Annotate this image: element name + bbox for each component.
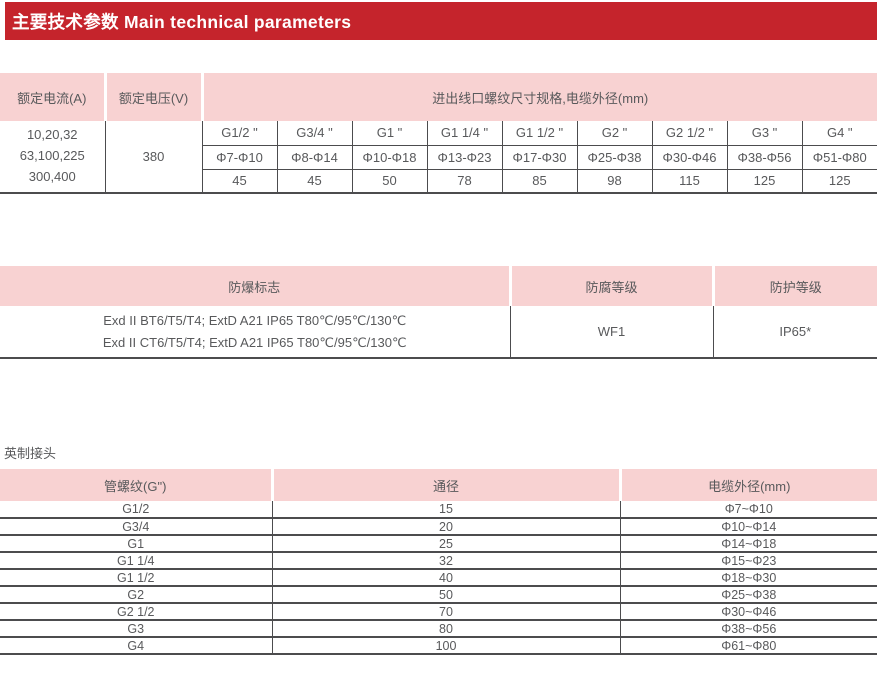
cable-od-cell: Φ13-Φ23 [426,144,503,170]
bore-cell: 20 [271,517,621,536]
table-row: G1 1/2 40 Φ18~Φ30 [0,568,877,587]
table-row: G2 1/2 70 Φ30~Φ46 [0,602,877,621]
bore-cell: 15 [271,501,621,519]
bore-cell: 100 [271,636,621,655]
table-row: G1/2 15 Φ7~Φ10 [0,501,877,519]
table-row: G1 1/4 32 Φ15~Φ23 [0,551,877,570]
dimension-cell: 45 [201,168,278,194]
bore-cell: 80 [271,619,621,638]
dimension-cell: 125 [726,168,803,194]
cable-od-cell: Φ25-Φ38 [576,144,653,170]
section-title: 主要技术参数 Main technical parameters [12,11,352,32]
pipe-thread-cell: G2 1/2 [0,602,273,621]
cable-od-cell: Φ18~Φ30 [619,568,877,587]
thread-size-cell: G3 " [726,121,803,146]
pipe-thread-cell: G3 [0,619,273,638]
table-row: G4 100 Φ61~Φ80 [0,636,877,655]
corrosion-grade-value-cell: WF1 [509,306,714,359]
rated-current-line: 10,20,32 [26,127,78,143]
ratings-value-row: Exd II BT6/T5/T4; ExtD A21 IP65 T80℃/95℃… [0,306,877,359]
pipe-thread-cell: G2 [0,585,273,604]
dimension-cell: 125 [801,168,877,194]
main-table-header-row: 额定电流(A) 额定电压(V) 进出线口螺纹尺寸规格,电缆外径(mm) [0,73,877,121]
bore-cell: 50 [271,585,621,604]
ex-mark-header: 防爆标志 [0,266,512,306]
rated-current-line: 63,100,225 [19,148,85,164]
corrosion-grade-header: 防腐等级 [510,266,715,306]
dimension-cell: 98 [576,168,653,194]
imperial-header-row: 管螺纹(G") 通径 电缆外径(mm) [0,469,877,501]
cable-od-cell: Φ61~Φ80 [619,636,877,655]
thread-size-cell: G1 1/2 " [501,121,578,146]
thread-size-cell: G4 " [801,121,877,146]
cable-od-cell: Φ10~Φ14 [619,517,877,536]
pipe-thread-cell: G4 [0,636,273,655]
dimension-cell: 45 [276,168,353,194]
ex-mark-line: Exd II BT6/T5/T4; ExtD A21 IP65 T80℃/95℃… [103,313,407,329]
protection-grade-value-cell: IP65* [712,306,877,359]
table-row: G3 80 Φ38~Φ56 [0,619,877,638]
dimension-row: 45 45 50 78 85 98 115 125 125 [0,168,877,194]
cable-od-cell: Φ17-Φ30 [501,144,578,170]
cable-od-cell: Φ7-Φ10 [201,144,278,170]
cable-od-cell: Φ30-Φ46 [651,144,728,170]
dimension-cell: 50 [351,168,428,194]
bore-header: 通径 [272,469,622,501]
protection-grade-header: 防护等级 [713,266,877,306]
cable-od-cell: Φ15~Φ23 [619,551,877,570]
rated-current-line: 300,400 [28,168,76,184]
thread-size-cell: G1/2 " [201,121,278,146]
cable-od-cell: Φ14~Φ18 [619,534,877,553]
section-title-bar: 主要技术参数 Main technical parameters [5,2,877,40]
ratings-table: 防爆标志 防腐等级 防护等级 Exd II BT6/T5/T4; ExtD A2… [0,266,877,359]
dimension-cell: 85 [501,168,578,194]
cable-od-row: Φ7-Φ10 Φ8-Φ14 Φ10-Φ18 Φ13-Φ23 Φ17-Φ30 Φ2… [0,144,877,170]
pipe-thread-cell: G1 1/4 [0,551,273,570]
thread-size-cell: G2 1/2 " [651,121,728,146]
cable-od-header: 电缆外径(mm) [620,469,877,501]
thread-size-cell: G1 1/4 " [426,121,503,146]
dimension-cell: 78 [426,168,503,194]
bore-cell: 25 [271,534,621,553]
imperial-section-label: 英制接头 [4,446,57,461]
thread-size-cell: G2 " [576,121,653,146]
main-parameters-table: 额定电流(A) 额定电压(V) 进出线口螺纹尺寸规格,电缆外径(mm) 10,2… [0,73,877,194]
cable-od-cell: Φ7~Φ10 [619,501,877,519]
cable-od-cell: Φ8-Φ14 [276,144,353,170]
bore-cell: 40 [271,568,621,587]
cable-od-cell: Φ38-Φ56 [726,144,803,170]
imperial-connectors-table: 管螺纹(G") 通径 电缆外径(mm) G1/2 15 Φ7~Φ10 G3/4 … [0,469,877,655]
bore-cell: 32 [271,551,621,570]
pipe-thread-cell: G1 [0,534,273,553]
bore-cell: 70 [271,602,621,621]
cable-od-cell: Φ25~Φ38 [619,585,877,604]
cable-od-cell: Φ10-Φ18 [351,144,428,170]
rated-current-values-cell: 10,20,32 63,100,225 300,400 [0,121,106,194]
table-row: G2 50 Φ25~Φ38 [0,585,877,604]
rated-voltage-value-cell: 380 [104,121,203,194]
cable-od-cell: Φ38~Φ56 [619,619,877,638]
ex-mark-value-cell: Exd II BT6/T5/T4; ExtD A21 IP65 T80℃/95℃… [0,306,511,359]
ex-mark-line: Exd II CT6/T5/T4; ExtD A21 IP65 T80℃/95℃… [102,334,407,350]
ratings-header-row: 防爆标志 防腐等级 防护等级 [0,266,877,306]
rated-voltage-header: 额定电压(V) [105,73,204,121]
thread-size-cell: G3/4 " [276,121,353,146]
thread-size-cell: G1 " [351,121,428,146]
pipe-thread-cell: G3/4 [0,517,273,536]
pipe-thread-header: 管螺纹(G") [0,469,274,501]
dimension-cell: 115 [651,168,728,194]
pipe-thread-cell: G1 1/2 [0,568,273,587]
cable-od-cell: Φ51-Φ80 [801,144,877,170]
table-row: G1 25 Φ14~Φ18 [0,534,877,553]
rated-current-header: 额定电流(A) [0,73,107,121]
thread-spec-header: 进出线口螺纹尺寸规格,电缆外径(mm) [202,73,877,121]
table-row: G3/4 20 Φ10~Φ14 [0,517,877,536]
cable-od-cell: Φ30~Φ46 [619,602,877,621]
thread-size-row: 10,20,32 63,100,225 300,400 380 G1/2 " G… [0,121,877,194]
pipe-thread-cell: G1/2 [0,501,273,519]
